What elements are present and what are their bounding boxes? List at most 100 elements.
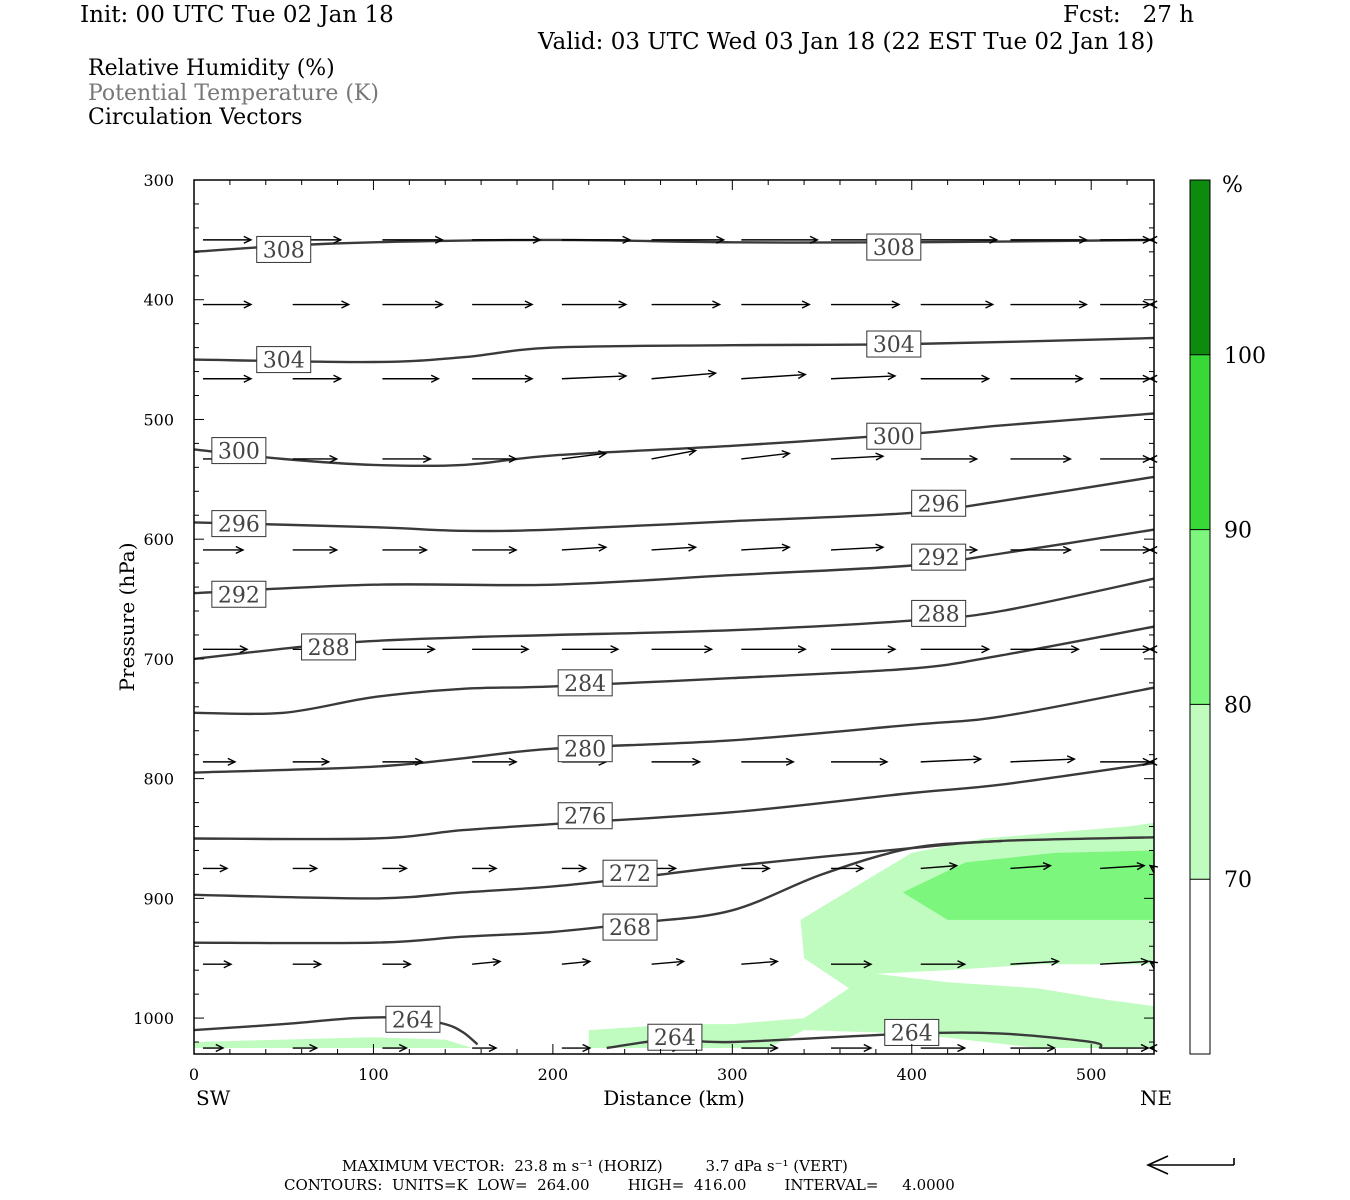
circulation-vector bbox=[202, 300, 253, 309]
circulation-vector bbox=[472, 545, 518, 555]
circulation-vector bbox=[202, 864, 229, 873]
circulation-vector bbox=[651, 235, 726, 244]
y-tick-label: 600 bbox=[143, 530, 174, 549]
circulation-vector bbox=[292, 300, 351, 309]
circulation-vector bbox=[920, 960, 967, 969]
circulation-vector bbox=[741, 235, 819, 244]
circulation-vector bbox=[561, 450, 608, 460]
contour-label: 288 bbox=[918, 602, 960, 627]
circulation-vector bbox=[741, 757, 795, 766]
circulation-vector bbox=[741, 300, 811, 309]
footer-contours: CONTOURS: UNITS=K LOW= 264.00 HIGH= 416.… bbox=[284, 1176, 955, 1194]
circulation-vector bbox=[1010, 957, 1060, 966]
contour-label-box bbox=[301, 633, 357, 661]
contour-label: 268 bbox=[609, 916, 651, 941]
circulation-vector bbox=[1100, 235, 1152, 244]
circulation-vector bbox=[472, 300, 534, 309]
circulation-vector bbox=[1100, 645, 1152, 654]
circulation-vector bbox=[741, 370, 807, 380]
circulation-vector bbox=[741, 450, 791, 460]
contour-label-box bbox=[602, 913, 658, 941]
x-tick-label: 0 bbox=[189, 1065, 199, 1084]
circulation-vector bbox=[561, 235, 632, 244]
circulation-vector bbox=[651, 957, 686, 967]
contour-label: 304 bbox=[873, 333, 915, 358]
colorbar-label: 70 bbox=[1224, 868, 1252, 893]
colorbar-segment bbox=[1190, 879, 1210, 1054]
y-tick-label: 800 bbox=[143, 770, 174, 789]
circulation-vector bbox=[741, 957, 779, 967]
circulation-vector bbox=[202, 757, 237, 766]
rh-region-80 bbox=[902, 850, 1154, 920]
circulation-vector bbox=[651, 369, 718, 380]
footer-max-vector: MAXIMUM VECTOR: 23.8 m s⁻¹ (HORIZ) 3.7 d… bbox=[342, 1157, 848, 1175]
contour-label: 304 bbox=[263, 349, 305, 374]
contour-label-box bbox=[911, 599, 967, 627]
colorbar-label: 100 bbox=[1224, 344, 1266, 369]
circulation-vector bbox=[561, 372, 628, 381]
circulation-vector bbox=[920, 645, 991, 654]
circulation-vector bbox=[382, 960, 413, 969]
contour-label-box bbox=[866, 330, 922, 358]
contour-label: 308 bbox=[263, 238, 305, 263]
y-tick-label: 300 bbox=[143, 171, 174, 190]
circulation-vector bbox=[1100, 545, 1152, 555]
legend-rh: Relative Humidity (%) bbox=[88, 56, 335, 81]
init-time: Init: 00 UTC Tue 02 Jan 18 bbox=[80, 2, 394, 28]
contour-label-box bbox=[256, 346, 312, 374]
x-axis-right-label: NE bbox=[1140, 1086, 1172, 1110]
circulation-vector bbox=[382, 864, 409, 873]
circulation-vector bbox=[202, 545, 245, 555]
circulation-vector bbox=[920, 862, 959, 871]
circulation-vector bbox=[1100, 374, 1152, 383]
circulation-vector bbox=[472, 1043, 498, 1053]
rh-region-70 bbox=[194, 1037, 473, 1048]
circulation-vector bbox=[382, 374, 441, 383]
contour-label: 296 bbox=[918, 492, 960, 517]
circulation-vector bbox=[202, 374, 253, 383]
circulation-vector bbox=[831, 864, 865, 873]
circulation-vector bbox=[830, 543, 885, 552]
circulation-vector bbox=[1100, 861, 1146, 871]
contour-label: 264 bbox=[654, 1026, 696, 1051]
circulation-vector bbox=[472, 757, 518, 766]
circulation-vector bbox=[382, 454, 433, 464]
theta-contour-304 bbox=[194, 336, 1154, 364]
contour-label: 292 bbox=[218, 583, 260, 608]
contour-label: 264 bbox=[392, 1008, 434, 1033]
circulation-vector bbox=[292, 545, 339, 555]
x-tick-label: 300 bbox=[717, 1065, 748, 1084]
x-tick-label: 500 bbox=[1076, 1065, 1107, 1084]
contour-label: 300 bbox=[218, 440, 260, 465]
circulation-vector bbox=[1100, 957, 1150, 966]
circulation-vector bbox=[382, 300, 445, 309]
circulation-vector bbox=[472, 958, 502, 967]
circulation-vector bbox=[561, 864, 588, 873]
contour-label: 280 bbox=[564, 738, 606, 763]
x-tick-label: 200 bbox=[538, 1065, 569, 1084]
circulation-vector bbox=[831, 645, 897, 654]
circulation-vector bbox=[831, 757, 889, 766]
circulation-vector bbox=[651, 543, 698, 552]
colorbar-segment bbox=[1190, 354, 1210, 530]
contour-label-box bbox=[647, 1023, 703, 1051]
circulation-vector bbox=[472, 645, 530, 654]
contour-label-box bbox=[256, 235, 312, 263]
colorbar-unit: % bbox=[1222, 173, 1243, 198]
colorbar-segment bbox=[1190, 180, 1210, 355]
circulation-vector bbox=[1010, 545, 1073, 555]
circulation-vector bbox=[1010, 755, 1076, 764]
circulation-vector bbox=[382, 757, 425, 766]
x-axis-title: Distance (km) bbox=[603, 1086, 745, 1110]
circulation-vector bbox=[920, 454, 979, 464]
circulation-vector bbox=[202, 960, 233, 969]
contour-label: 296 bbox=[218, 513, 260, 538]
circulation-vector bbox=[292, 1043, 319, 1053]
circulation-vector bbox=[830, 372, 897, 381]
circulation-vector bbox=[472, 374, 534, 383]
circulation-vector bbox=[651, 757, 702, 766]
contour-label: 284 bbox=[564, 672, 606, 697]
circulation-vector bbox=[1010, 862, 1053, 871]
circulation-vector bbox=[920, 235, 999, 244]
colorbar-frame bbox=[1189, 179, 1211, 1055]
